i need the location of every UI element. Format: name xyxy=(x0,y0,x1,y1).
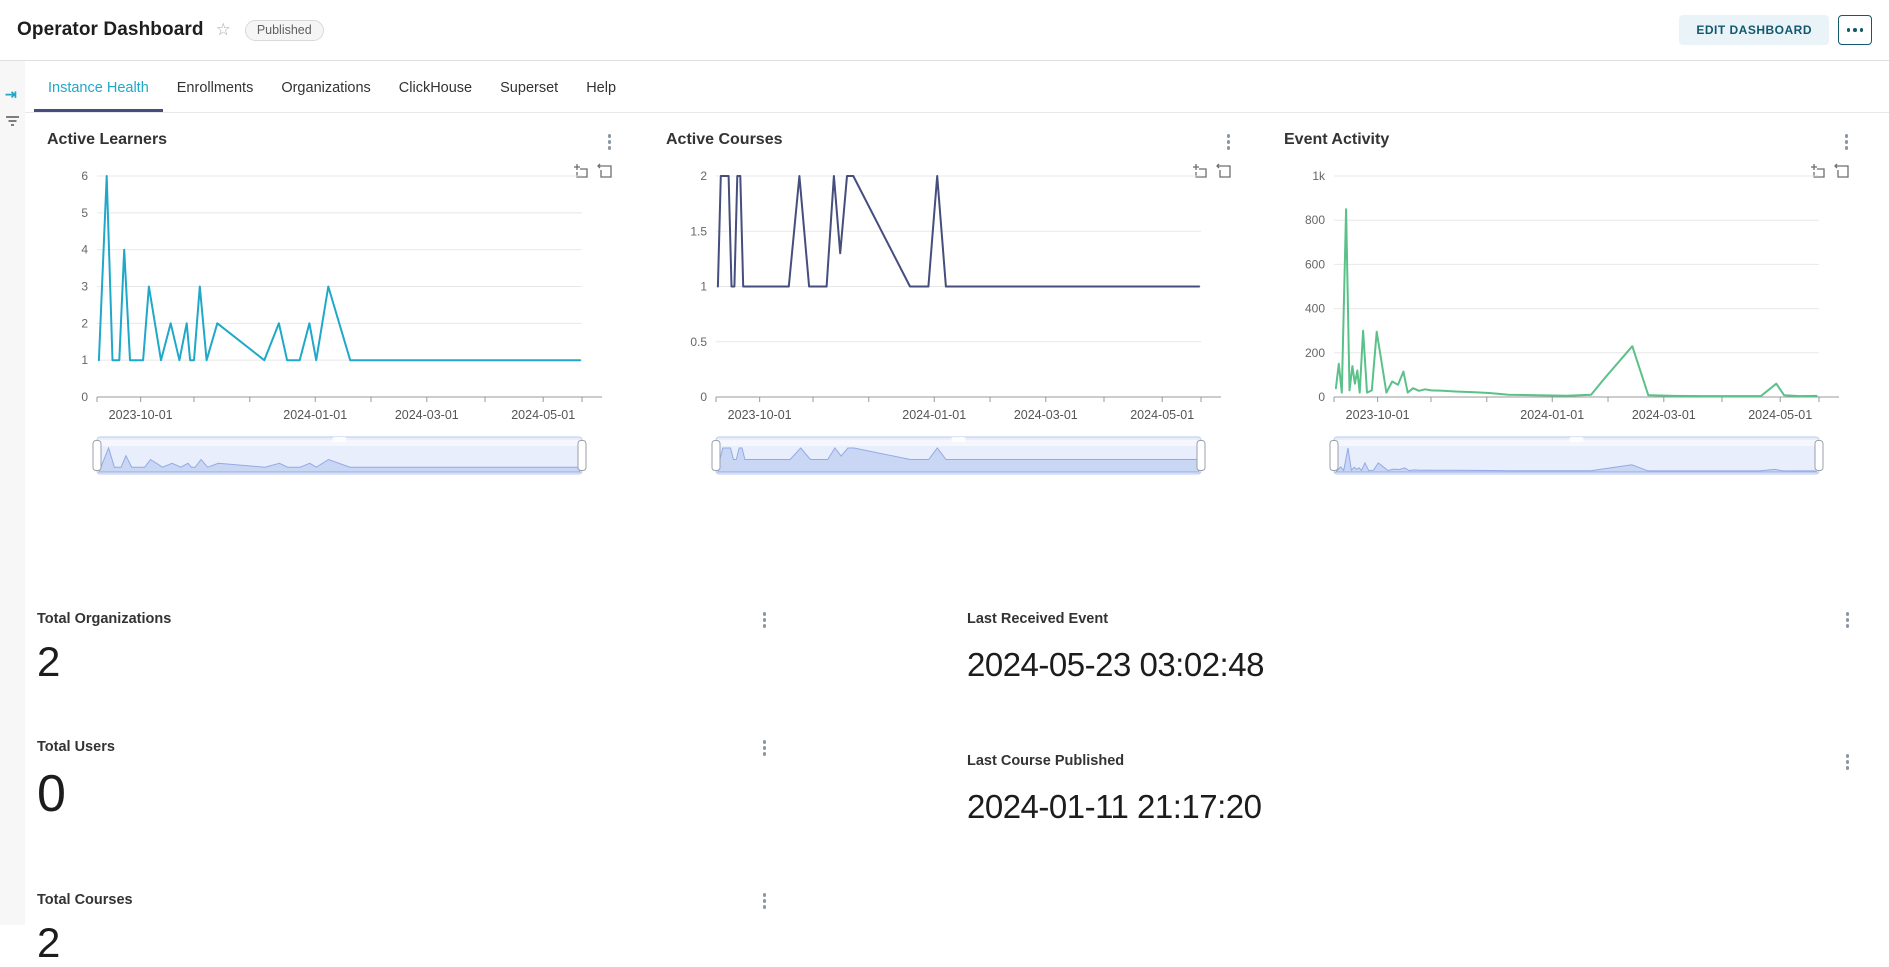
svg-text:200: 200 xyxy=(1305,346,1325,360)
svg-text:1: 1 xyxy=(700,280,707,294)
bignumber-label: Total Courses xyxy=(37,892,133,908)
bignumber-last-course-published: Last Course Published 2024-01-11 21:17:2… xyxy=(967,752,1853,826)
tab-clickhouse[interactable]: ClickHouse xyxy=(398,80,473,96)
bignumber-value: 2 xyxy=(37,919,61,966)
svg-text:1: 1 xyxy=(81,353,88,367)
bignumber-total-users: Total Users 0 xyxy=(37,738,770,824)
svg-text:2024-05-01: 2024-05-01 xyxy=(511,408,575,422)
svg-text:2024-01-01: 2024-01-01 xyxy=(283,408,347,422)
svg-text:800: 800 xyxy=(1305,213,1325,227)
bignumber-value: 0 xyxy=(37,765,66,823)
zoom-select-icon[interactable] xyxy=(573,163,589,179)
svg-text:2024-01-01: 2024-01-01 xyxy=(1520,408,1584,422)
svg-text:2: 2 xyxy=(81,316,88,330)
chart-active-courses: Active Courses 0 0.5 1 1.5 2 2023-10-01 2024-0… xyxy=(656,126,1236,486)
svg-text:2023-10-01: 2023-10-01 xyxy=(728,408,792,422)
bignumber-label: Last Course Published xyxy=(967,753,1125,769)
status-badge[interactable]: Published xyxy=(244,19,324,41)
bignumber-last-received-event: Last Received Event 2024-05-23 03:02:48 xyxy=(967,610,1853,684)
bignumber-value: 2024-05-23 03:02:48 xyxy=(967,646,1264,683)
chart-menu-kebab-icon[interactable] xyxy=(759,608,771,632)
dashboard-grid: Active Learners 0 1 2 3 4 5 6 2023-10-01 2024-01… xyxy=(25,113,1889,966)
expand-filter-bar-icon[interactable]: ⇥ xyxy=(5,86,17,102)
chart-title: Active Courses xyxy=(666,131,783,148)
tab-instance-health[interactable]: Instance Health xyxy=(34,77,163,112)
filter-bar-collapsed: ⇥ xyxy=(0,61,25,925)
svg-text:2024-03-01: 2024-03-01 xyxy=(1014,408,1078,422)
ellipsis-icon xyxy=(1846,28,1864,32)
svg-text:0: 0 xyxy=(81,390,88,404)
chart-title: Active Learners xyxy=(47,131,168,148)
svg-text:2023-10-01: 2023-10-01 xyxy=(1346,408,1410,422)
chart-active-learners: Active Learners 0 1 2 3 4 5 6 2023-10-01 2024-01… xyxy=(37,126,617,486)
svg-text:5: 5 xyxy=(81,206,88,220)
zoom-select-icon[interactable] xyxy=(1810,163,1826,179)
svg-text:6: 6 xyxy=(81,169,88,183)
bignumber-value: 2024-01-11 21:17:20 xyxy=(967,788,1262,825)
svg-text:2024-03-01: 2024-03-01 xyxy=(1632,408,1696,422)
chart-menu-kebab-icon[interactable] xyxy=(759,736,771,760)
bignumber-label: Total Users xyxy=(37,739,115,755)
bignumber-value: 2 xyxy=(37,638,61,685)
chart-zoom-toolbox xyxy=(1192,163,1232,179)
dashboard-body: Instance Health Enrollments Organization… xyxy=(25,61,1889,966)
svg-text:4: 4 xyxy=(81,243,88,257)
favorite-star-icon[interactable]: ☆ xyxy=(215,20,231,39)
svg-text:0: 0 xyxy=(1318,390,1325,404)
zoom-reset-icon[interactable] xyxy=(1834,163,1850,179)
line-chart-plot[interactable]: 0 1 2 3 4 5 6 2023-10-01 2024-01-01 2024-03-01 202… xyxy=(37,161,617,491)
bignumber-label: Total Organizations xyxy=(37,611,172,627)
chart-menu-kebab-icon[interactable] xyxy=(1842,750,1854,774)
line-chart-plot[interactable]: 0 0.5 1 1.5 2 2023-10-01 2024-01-01 2024-03-01 2… xyxy=(656,161,1236,491)
page-title: Operator Dashboard xyxy=(17,19,204,40)
svg-text:3: 3 xyxy=(81,280,88,294)
svg-text:600: 600 xyxy=(1305,257,1325,271)
svg-text:2: 2 xyxy=(700,169,707,183)
chart-menu-kebab-icon[interactable] xyxy=(1223,130,1235,154)
chart-title: Event Activity xyxy=(1284,131,1390,148)
svg-text:1k: 1k xyxy=(1312,169,1326,183)
zoom-reset-icon[interactable] xyxy=(1216,163,1232,179)
chart-menu-kebab-icon[interactable] xyxy=(604,130,616,154)
tab-help[interactable]: Help xyxy=(586,80,617,96)
svg-text:0.5: 0.5 xyxy=(690,335,707,349)
svg-text:2024-03-01: 2024-03-01 xyxy=(395,408,459,422)
svg-text:0: 0 xyxy=(700,390,707,404)
svg-text:2024-05-01: 2024-05-01 xyxy=(1130,408,1194,422)
bignumber-total-organizations: Total Organizations 2 xyxy=(37,610,770,686)
svg-text:1.5: 1.5 xyxy=(690,224,707,238)
bignumber-total-courses: Total Courses 2 xyxy=(37,891,770,967)
chart-zoom-toolbox xyxy=(1810,163,1850,179)
bignumber-label: Last Received Event xyxy=(967,611,1109,627)
svg-text:2024-05-01: 2024-05-01 xyxy=(1748,408,1812,422)
tab-enrollments[interactable]: Enrollments xyxy=(176,80,254,96)
chart-event-activity: Event Activity 0 200 400 600 800 1k 2023-10-01… xyxy=(1274,126,1854,486)
svg-text:2024-01-01: 2024-01-01 xyxy=(902,408,966,422)
dashboard-header: Operator Dashboard ☆ Published EDIT DASH… xyxy=(0,0,1889,61)
tab-superset[interactable]: Superset xyxy=(500,80,559,96)
svg-text:400: 400 xyxy=(1305,302,1325,316)
svg-text:2023-10-01: 2023-10-01 xyxy=(109,408,173,422)
chart-menu-kebab-icon[interactable] xyxy=(759,889,771,913)
dashboard-tabs: Instance Health Enrollments Organization… xyxy=(25,61,1889,113)
filter-icon[interactable] xyxy=(4,113,21,134)
zoom-reset-icon[interactable] xyxy=(597,163,613,179)
chart-menu-kebab-icon[interactable] xyxy=(1842,608,1854,632)
edit-dashboard-button[interactable]: EDIT DASHBOARD xyxy=(1679,15,1829,45)
tab-organizations[interactable]: Organizations xyxy=(281,80,371,96)
chart-menu-kebab-icon[interactable] xyxy=(1841,130,1853,154)
chart-zoom-toolbox xyxy=(573,163,613,179)
zoom-select-icon[interactable] xyxy=(1192,163,1208,179)
more-options-button[interactable] xyxy=(1838,15,1872,45)
line-chart-plot[interactable]: 0 200 400 600 800 1k 2023-10-01 2024-01-01 2024-… xyxy=(1274,161,1854,491)
